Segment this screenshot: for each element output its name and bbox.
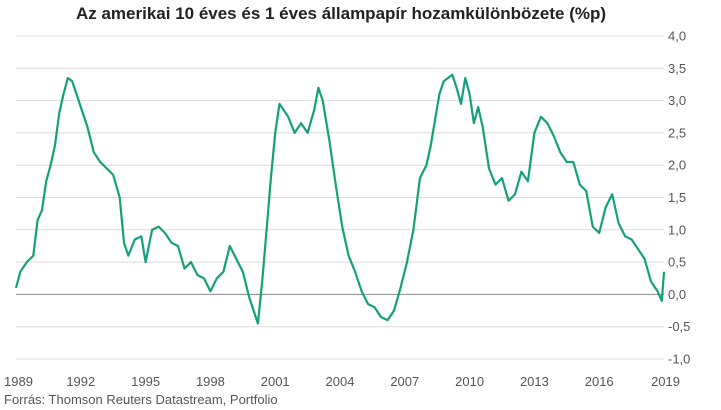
y-tick-label: -1,0 — [668, 352, 690, 367]
x-tick-label: 2016 — [585, 374, 614, 389]
x-tick-label: 1992 — [66, 374, 95, 389]
y-axis-ticks: 4,0 3,5 3,0 2,5 2,0 1,5 1,0 0,5 0,0 -0,5 -1,0 — [668, 29, 690, 367]
x-axis-ticks: 1989 1992 1995 1998 2001 2004 2007 2010 2013 2016… — [4, 374, 680, 389]
x-tick-label: 2007 — [390, 374, 419, 389]
y-tick-label: 2,0 — [668, 158, 686, 173]
y-tick-label: 0,0 — [668, 287, 686, 302]
x-tick-label: 2004 — [326, 374, 355, 389]
y-tick-label: 0,5 — [668, 255, 686, 270]
x-tick-label: 1995 — [131, 374, 160, 389]
x-tick-label: 1998 — [196, 374, 225, 389]
y-tick-label: 1,0 — [668, 222, 686, 237]
y-tick-label: -0,5 — [668, 319, 690, 334]
x-tick-label: 2013 — [520, 374, 549, 389]
x-tick-label: 1989 — [4, 374, 33, 389]
y-tick-label: 4,0 — [668, 29, 686, 44]
y-tick-label: 1,5 — [668, 190, 686, 205]
x-tick-label: 2001 — [261, 374, 290, 389]
chart-title: Az amerikai 10 éves és 1 éves állampapír… — [75, 4, 607, 23]
source-note: Forrás: Thomson Reuters Datastream, Port… — [4, 392, 278, 407]
y-tick-label: 3,0 — [668, 93, 686, 108]
spread-series-line — [14, 73, 666, 325]
x-tick-label: 2010 — [455, 374, 484, 389]
gridlines — [16, 35, 664, 360]
y-tick-label: 2,5 — [668, 125, 686, 140]
y-tick-label: 3,5 — [668, 61, 686, 76]
x-tick-label: 2019 — [651, 374, 680, 389]
series-line-group — [14, 73, 666, 325]
